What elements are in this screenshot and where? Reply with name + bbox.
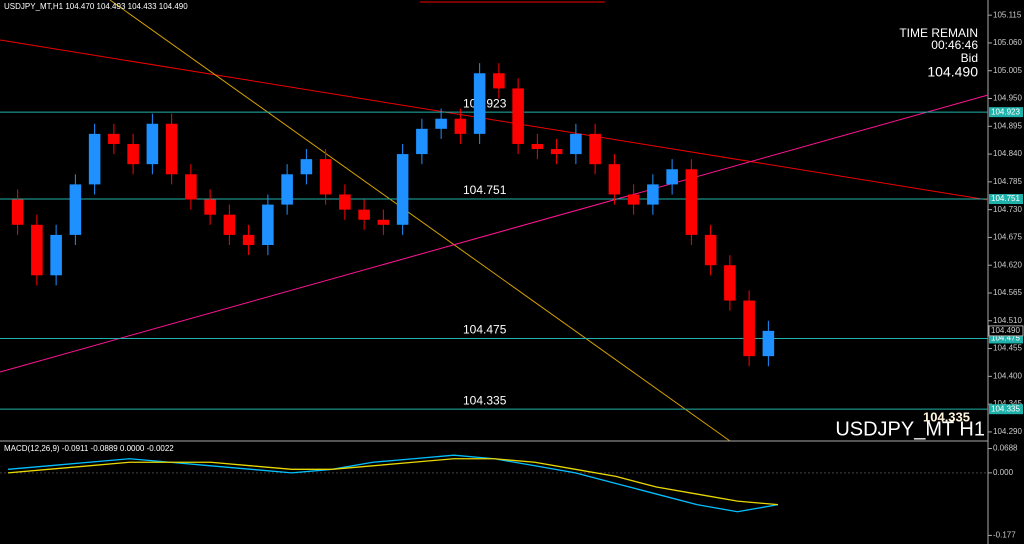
y-tick-label: 104.400 <box>993 371 1022 380</box>
bid-tag-label: 104.490 <box>991 326 1020 335</box>
candle-body <box>762 330 775 357</box>
y-tick-label: 0.0688 <box>993 444 1018 453</box>
y-tick-label: 104.675 <box>993 233 1022 242</box>
y-tick-label: 104.455 <box>993 344 1022 353</box>
candle-body <box>550 149 563 155</box>
y-tick-label: 104.730 <box>993 205 1022 214</box>
macd-title: MACD(12,26,9) -0.0911 -0.0889 0.0000 -0.… <box>4 444 174 453</box>
y-tick-label: 105.060 <box>993 38 1022 47</box>
candle-body <box>493 73 505 89</box>
candle-body <box>108 133 120 144</box>
candle-body <box>50 234 62 276</box>
candle-body <box>319 159 332 195</box>
symbol: USDJPY_MT H1 <box>835 418 985 440</box>
candle-body <box>666 169 678 185</box>
candle-body <box>127 143 139 165</box>
price-tag-label: 104.923 <box>991 107 1020 116</box>
candle-body <box>743 300 755 357</box>
candle-body <box>69 184 82 235</box>
candle-body <box>647 184 659 205</box>
timer: 00:46:46 <box>931 38 978 52</box>
price-tag-label: 104.335 <box>991 404 1020 413</box>
candle-body <box>473 73 486 134</box>
trend-line <box>109 0 731 442</box>
price-tag <box>989 107 1023 118</box>
price-tag-label: 104.475 <box>991 334 1020 343</box>
candle-body <box>724 265 736 301</box>
candle-body <box>512 88 524 144</box>
candle-body <box>185 174 197 200</box>
candle-body <box>31 224 43 276</box>
price-tag <box>989 194 1023 205</box>
candle-body <box>570 133 582 155</box>
candle-body <box>300 159 313 175</box>
candle-body <box>358 209 370 220</box>
bid: 104.490 <box>927 64 978 80</box>
corner-label: 104.335 <box>923 409 970 424</box>
bid-tag <box>988 325 1024 337</box>
y-tick-label: 104.785 <box>993 177 1022 186</box>
candle-body <box>608 164 621 195</box>
candle-body <box>204 199 216 215</box>
macd-line <box>7 458 779 506</box>
macd-line <box>7 454 779 513</box>
y-tick-label: 104.840 <box>993 149 1022 158</box>
y-tick-label: 104.620 <box>993 260 1022 269</box>
candle-body <box>223 214 236 235</box>
candle-body <box>704 234 717 266</box>
level-label: 104.751 <box>463 183 507 197</box>
y-tick-label: 104.510 <box>993 316 1022 325</box>
candle-body <box>416 128 428 155</box>
y-tick-label: 104.345 <box>993 399 1022 408</box>
bid-label: Bid <box>961 51 978 65</box>
candle-body <box>281 174 293 205</box>
candle-body <box>11 199 24 225</box>
y-tick-label: 104.895 <box>993 121 1022 130</box>
candle-body <box>242 234 255 246</box>
candle-body <box>396 154 409 225</box>
y-tick-label: -0.177 <box>993 531 1016 540</box>
price-tag <box>989 404 1023 415</box>
candle-body <box>146 123 159 165</box>
candle-body <box>165 123 178 175</box>
y-tick-label: 104.565 <box>993 288 1022 297</box>
trend-line <box>0 94 989 373</box>
timer-label: TIME REMAIN <box>899 26 978 40</box>
level-label: 104.335 <box>463 393 507 407</box>
price-tag <box>989 333 1023 344</box>
candle-body <box>454 118 467 134</box>
y-tick-label: 104.290 <box>993 427 1022 436</box>
chart-title: USDJPY_MT,H1 104.470 104.493 104.433 104… <box>4 2 188 11</box>
y-tick-label: 105.005 <box>993 66 1022 75</box>
y-tick-label: 105.115 <box>993 10 1022 19</box>
candle-body <box>627 194 640 205</box>
y-tick-label: 104.950 <box>993 94 1022 103</box>
candle-body <box>531 143 544 150</box>
level-label: 104.475 <box>463 323 507 337</box>
trend-line <box>0 39 989 201</box>
y-tick-label: 0.000 <box>993 468 1014 477</box>
candle-body <box>88 133 101 185</box>
candle-body <box>685 169 698 235</box>
candle-body <box>435 118 447 129</box>
price-tag-label: 104.751 <box>991 194 1020 203</box>
candle-body <box>339 194 351 210</box>
candle-body <box>589 133 601 165</box>
candle-body <box>377 219 390 225</box>
candle-body <box>262 204 274 246</box>
